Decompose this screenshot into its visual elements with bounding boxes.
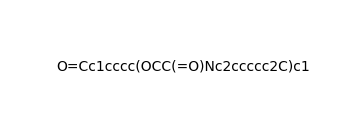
- Text: O=Cc1cccc(OCC(=O)Nc2ccccc2C)c1: O=Cc1cccc(OCC(=O)Nc2ccccc2C)c1: [56, 59, 310, 73]
